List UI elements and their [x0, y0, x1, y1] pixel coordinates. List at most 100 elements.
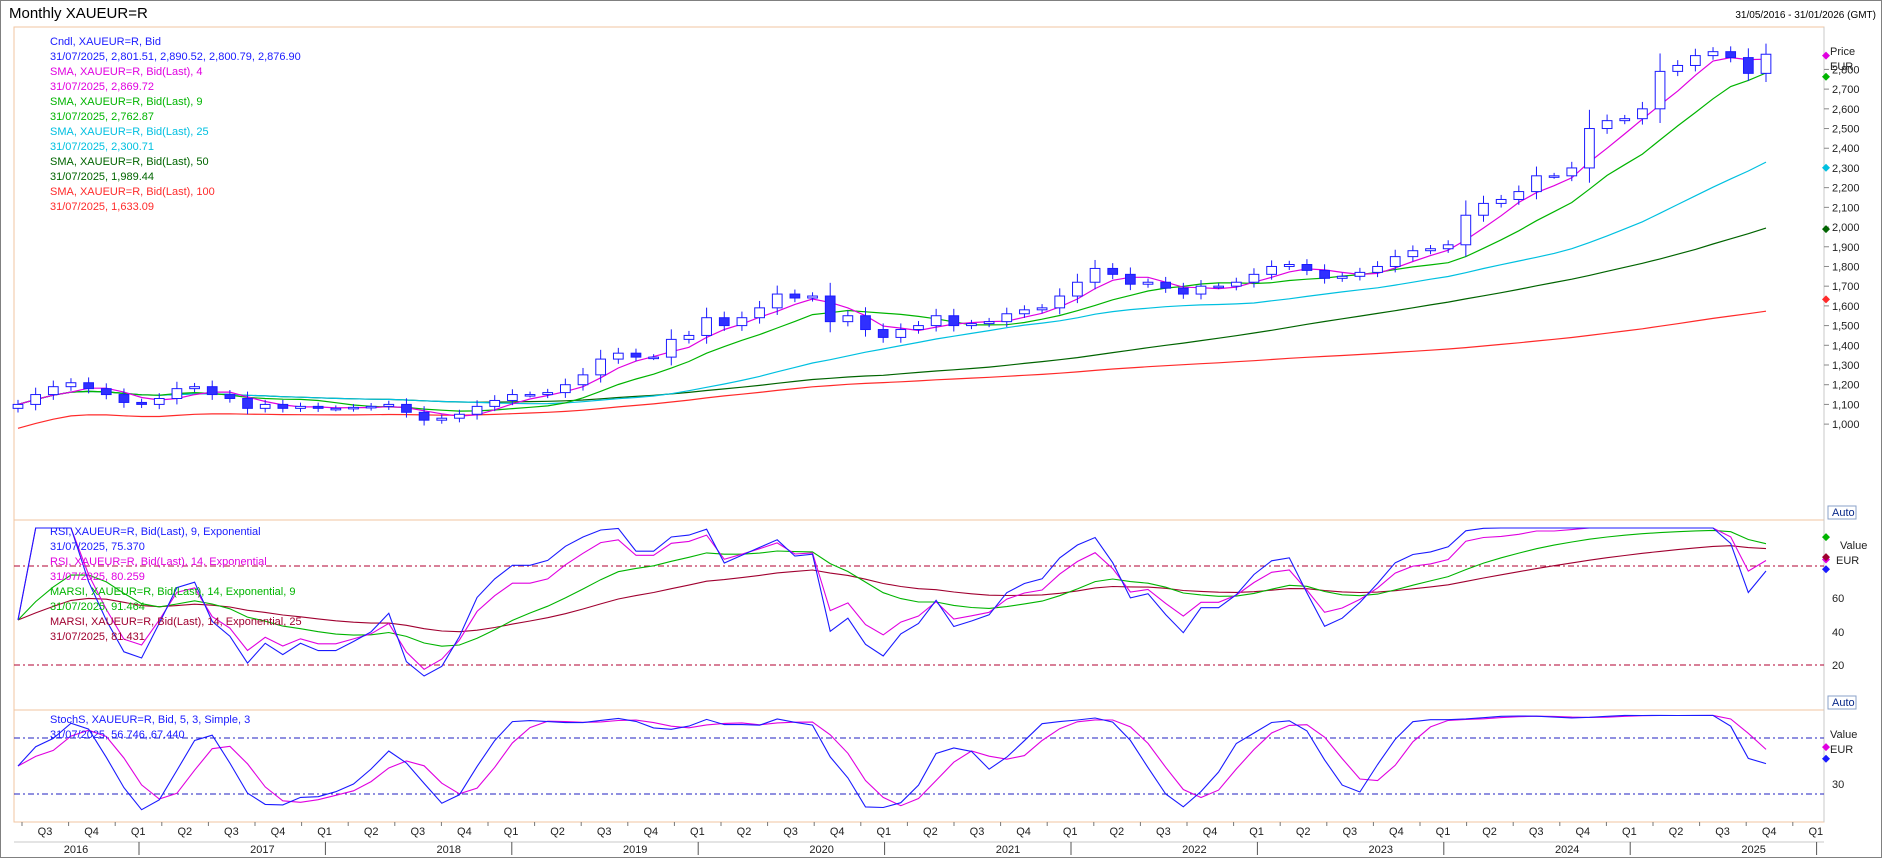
rsi-marker	[1822, 553, 1830, 562]
candle-body	[1442, 244, 1454, 250]
candle-body	[1177, 287, 1189, 295]
quarter-label: Q1	[131, 826, 146, 838]
price-auto-button[interactable]: Auto	[1827, 505, 1857, 520]
quarter-label: Q1	[876, 826, 891, 838]
legend-sma4-value: 31/07/2025, 2,869.72	[50, 81, 154, 93]
year-label: 2023	[1369, 844, 1393, 856]
quarter-label: Q2	[1669, 826, 1684, 838]
year-label: 2018	[437, 844, 461, 856]
candle-body	[153, 398, 165, 405]
rsi-axis-markers	[1822, 533, 1830, 574]
candle-body	[1690, 55, 1701, 66]
candle-body	[383, 403, 395, 407]
candle-body	[312, 405, 324, 409]
legend-marsi25-value: 31/07/2025, 81.431	[50, 631, 145, 643]
candle-body	[1654, 70, 1666, 110]
candle-body	[718, 317, 730, 327]
candle-body	[1425, 248, 1436, 252]
candle-body	[30, 394, 42, 405]
candle-body	[348, 406, 359, 410]
price-axis-title: Price	[1830, 46, 1855, 58]
candle-body	[1637, 108, 1648, 120]
candle-body	[489, 399, 501, 407]
stoch-marker	[1822, 754, 1830, 763]
quarter-label: Q2	[923, 826, 938, 838]
legend-sma4-label: SMA, XAUEUR=R, Bid(Last), 4	[50, 66, 203, 78]
candle-body	[754, 307, 765, 319]
candle-body	[1495, 198, 1507, 204]
quarter-label: Q3	[1529, 826, 1544, 838]
candle-body	[1248, 273, 1260, 283]
rsi-marker	[1822, 533, 1830, 542]
rsi-auto-button[interactable]: Auto	[1827, 695, 1857, 710]
stoch-axis-unit: EUR	[1830, 744, 1853, 756]
quarter-label: Q2	[737, 826, 752, 838]
candle-body	[577, 374, 589, 386]
candle-body	[1301, 264, 1313, 271]
candle-body	[1478, 202, 1489, 216]
quarter-label: Q3	[410, 826, 425, 838]
candle-body	[1125, 273, 1136, 285]
price-tick-label: 1,100	[1832, 399, 1860, 411]
candle-body	[12, 403, 24, 409]
legend-marsi25-label: MARSI, XAUEUR=R, Bid(Last), 14, Exponent…	[50, 616, 302, 628]
quarter-label: Q1	[1808, 826, 1823, 838]
legend-sma100-label: SMA, XAUEUR=R, Bid(Last), 100	[50, 186, 215, 198]
candle-body	[1160, 281, 1172, 289]
price-tick-label: 1,500	[1832, 321, 1860, 333]
candle-body	[1336, 275, 1348, 279]
price-tick-label: 1,400	[1832, 340, 1860, 352]
quarter-label: Q2	[1296, 826, 1311, 838]
quarter-label: Q1	[1436, 826, 1451, 838]
candle-body	[913, 325, 924, 331]
year-label: 2022	[1182, 844, 1206, 856]
legend-sma50-label: SMA, XAUEUR=R, Bid(Last), 50	[50, 156, 209, 168]
quarter-label: Q4	[1762, 826, 1777, 838]
candle-body	[771, 293, 783, 309]
quarter-label: Q4	[1016, 826, 1031, 838]
candle-body	[83, 382, 94, 390]
sma9-line	[17, 72, 1767, 412]
quarter-label: Q3	[38, 826, 53, 838]
candle-body	[1230, 281, 1242, 287]
candle-body	[860, 315, 871, 331]
candle-body	[559, 384, 571, 394]
legend-stoch-value: 31/07/2025, 56.746, 67.440	[50, 729, 185, 741]
price-axis-unit: EUR	[1830, 61, 1853, 73]
quarter-label: Q2	[550, 826, 565, 838]
candle-body	[1548, 175, 1560, 178]
candle-body	[683, 334, 695, 340]
candle-body	[1089, 267, 1101, 283]
quarter-label: Q1	[1063, 826, 1078, 838]
legend-sma50-value: 31/07/2025, 1,989.44	[50, 171, 154, 183]
year-label: 2025	[1741, 844, 1765, 856]
candle-body	[1354, 271, 1366, 277]
candle-body	[418, 411, 430, 421]
candle-body	[1036, 307, 1048, 311]
legend-rsi14-label: RSI, XAUEUR=R, Bid(Last), 14, Exponentia…	[50, 556, 267, 568]
price-tick-label: 1,000	[1832, 419, 1860, 431]
price-tick-label: 1,900	[1832, 242, 1860, 254]
candle-body	[983, 321, 995, 325]
price-marker	[1822, 72, 1830, 81]
candle-body	[47, 386, 59, 396]
candle-body	[877, 329, 889, 338]
quarter-label: Q1	[690, 826, 705, 838]
candle-body	[242, 398, 253, 409]
price-tick-label: 1,800	[1832, 261, 1860, 273]
quarter-label: Q4	[271, 826, 286, 838]
sma25-line	[17, 161, 1767, 405]
quarter-label: Q1	[1249, 826, 1264, 838]
candle-body	[1266, 265, 1277, 275]
quarter-label: Q3	[224, 826, 239, 838]
candle-body	[100, 388, 112, 396]
quarter-label: Q4	[1203, 826, 1218, 838]
candle-body	[630, 352, 642, 358]
candle-body	[1195, 285, 1207, 295]
legend-cndl-label: Cndl, XAUEUR=R, Bid	[50, 36, 161, 48]
candle-body	[1372, 265, 1383, 273]
price-tick-label: 1,600	[1832, 301, 1860, 313]
quarter-label: Q4	[457, 826, 472, 838]
sma100-line	[17, 310, 1767, 429]
candle-body	[330, 407, 342, 411]
